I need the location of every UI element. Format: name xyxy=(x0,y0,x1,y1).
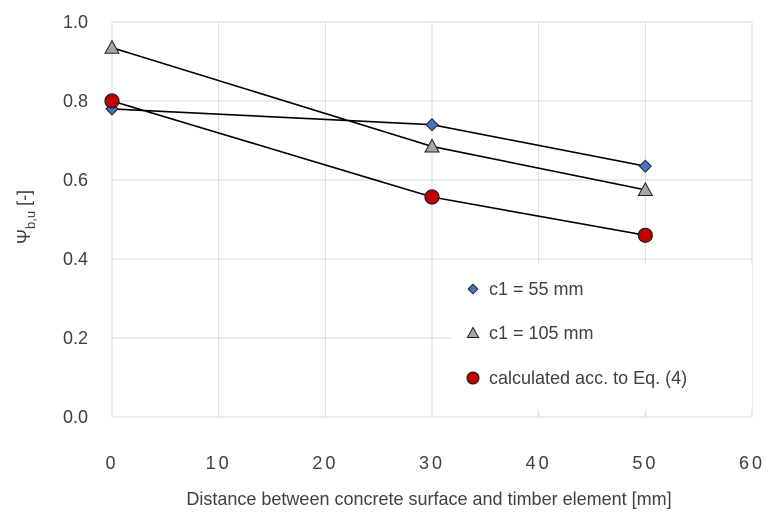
x-tick-label: 0 xyxy=(105,453,118,473)
data-point-series-2 xyxy=(637,181,654,196)
x-tick-label: 50 xyxy=(632,453,658,473)
legend-marker-1 xyxy=(467,283,479,295)
data-point-series-3 xyxy=(424,189,440,205)
legend-box xyxy=(452,264,752,410)
y-axis-label-symbol: Ψ xyxy=(14,229,34,244)
x-tick-label: 30 xyxy=(419,453,445,473)
legend-label-3: calculated acc. to Eq. (4) xyxy=(489,368,687,388)
series-markers xyxy=(104,39,654,243)
y-axis-label-subscript: b,u xyxy=(23,211,38,229)
series-line-1 xyxy=(111,108,646,167)
data-point-series-2 xyxy=(104,39,120,54)
y-axis-label: Ψb,u [-] xyxy=(14,190,38,244)
legend-marker-3 xyxy=(466,371,480,385)
data-point-series-1 xyxy=(425,117,439,132)
series-line-2 xyxy=(111,46,646,191)
x-tick-label: 60 xyxy=(739,453,765,473)
data-point-series-2 xyxy=(424,138,440,153)
y-tick-label: 0.6 xyxy=(63,170,88,190)
data-point-series-3 xyxy=(104,93,120,109)
y-tick-labels: 0.0 0.2 0.4 0.6 0.8 1.0 xyxy=(63,12,88,427)
y-tick-label: 0.0 xyxy=(63,407,88,427)
x-tick-label: 40 xyxy=(526,453,552,473)
y-axis-label-unit: [-] xyxy=(14,190,34,211)
legend-marker-2 xyxy=(466,326,480,338)
series-line-3 xyxy=(111,100,646,237)
x-tick-label: 10 xyxy=(206,453,232,473)
x-tick-labels: 0 10 20 30 40 50 60 xyxy=(105,453,765,473)
data-point-series-1 xyxy=(638,159,653,173)
y-tick-label: 0.8 xyxy=(63,91,88,111)
series-lines xyxy=(111,46,646,237)
x-axis-label: Distance between concrete surface and ti… xyxy=(186,489,671,509)
y-tick-label: 0.2 xyxy=(63,328,88,348)
legend: c1 = 55 mm c1 = 105 mm calculated acc. to … xyxy=(452,264,752,410)
x-tick-label: 20 xyxy=(312,453,338,473)
y-tick-label: 1.0 xyxy=(63,12,88,32)
y-tick-label: 0.4 xyxy=(63,249,88,269)
legend-label-1: c1 = 55 mm xyxy=(489,279,584,299)
data-point-series-3 xyxy=(637,227,653,243)
legend-label-2: c1 = 105 mm xyxy=(489,323,594,343)
